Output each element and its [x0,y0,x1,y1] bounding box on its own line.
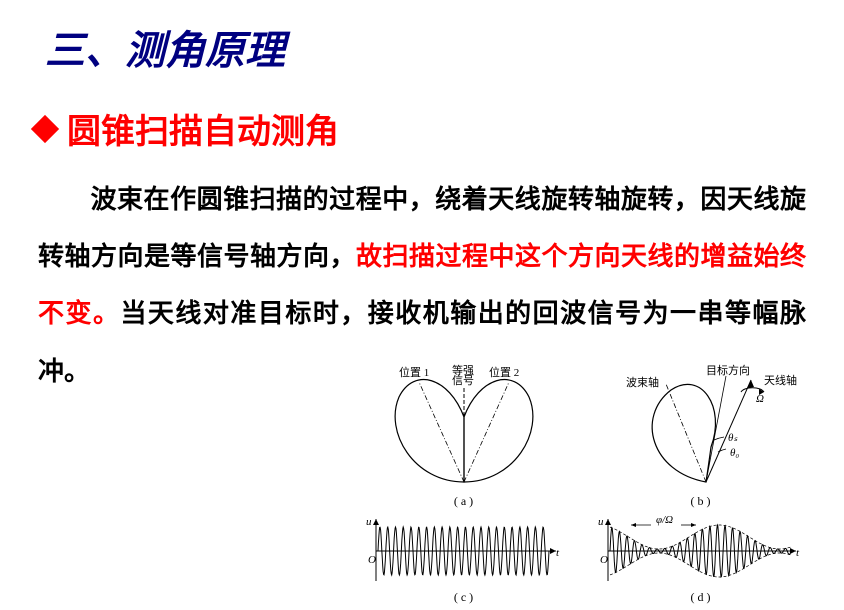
diagram-d: u t O φ/Ω ( d ) [589,513,812,605]
diag-a-label-right: 位置 2 [489,365,519,379]
diag-b-label-beam: 波束轴 [626,375,659,389]
diag-a-label-left: 位置 1 [399,365,429,379]
diag-a-caption: ( a ) [454,494,473,509]
diamond-bullet-icon [31,114,59,142]
diag-d-caption: ( d ) [691,590,711,605]
diag-d-axis-u: u [598,516,604,528]
subtitle: 圆锥扫描自动测角 [67,104,339,153]
diag-d-phi: φ/Ω [656,514,673,526]
diagram-c: u t O ( c ) [352,513,575,605]
diag-c-axis-u: u [366,516,372,528]
diagram-c-svg: u t O [364,513,564,588]
diag-a-label-center2: 信号 [452,374,474,387]
diagram-grid: 位置 1 等强 信号 位置 2 ( a ) 波束轴 目标方向 天线轴 [352,362,812,605]
diag-b-theta-0: θ₀ [730,447,739,459]
diag-b-caption: ( b ) [691,494,711,509]
diagram-a: 位置 1 等强 信号 位置 2 ( a ) [352,362,575,509]
diag-c-axis-t: t [556,547,560,559]
diag-c-origin: O [368,554,376,566]
section-title: 三、测角原理 [45,18,814,76]
diag-b-theta-s: θₛ [728,432,738,444]
diag-d-axis-t: t [796,547,800,559]
diagram-b-svg: 波束轴 目标方向 天线轴 Ω θₛ θ₀ [596,362,806,492]
diagram-b: 波束轴 目标方向 天线轴 Ω θₛ θ₀ ( b ) [589,362,812,509]
diagram-a-svg: 位置 1 等强 信号 位置 2 [364,362,564,492]
diag-b-label-antenna: 天线轴 [764,373,797,387]
subtitle-row: 圆锥扫描自动测角 [35,104,814,153]
diag-c-caption: ( c ) [454,590,473,605]
diag-d-origin: O [600,554,608,566]
diagram-d-svg: u t O φ/Ω [596,513,806,588]
diag-b-label-omega: Ω [756,393,764,405]
diag-b-label-target: 目标方向 [706,363,750,377]
